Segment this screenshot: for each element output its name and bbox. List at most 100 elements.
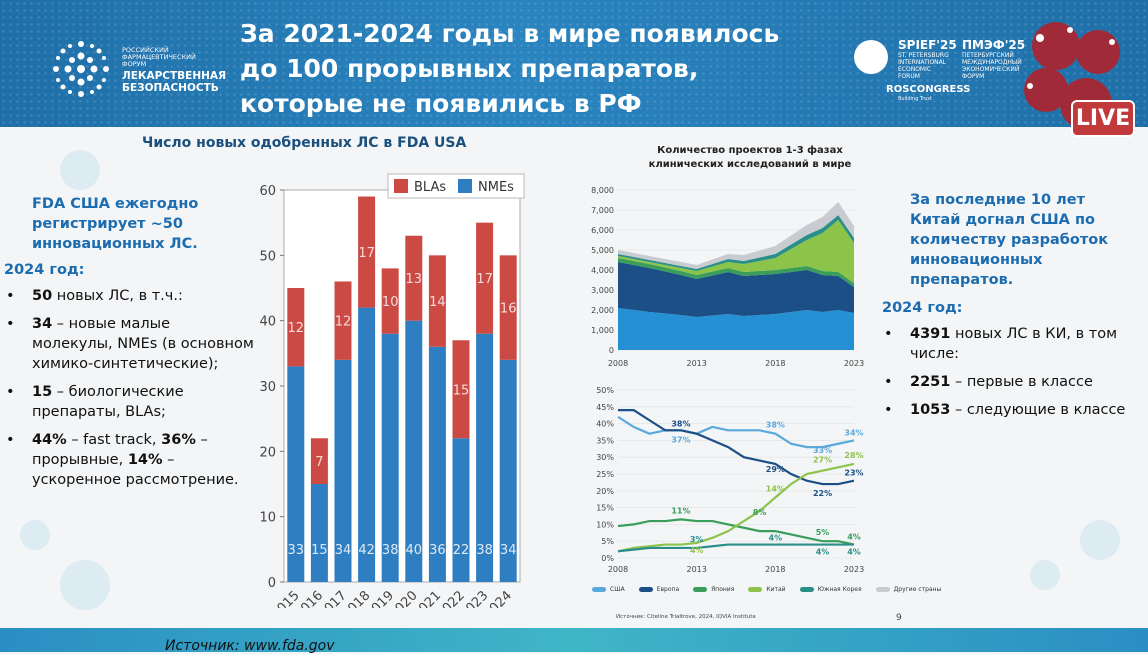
spief-en-label: SPIEF'25: [898, 38, 957, 52]
decor-circle: [1080, 520, 1120, 560]
bar-bla-label: 12: [288, 321, 305, 336]
line-annotation: 4%: [847, 533, 861, 542]
y-tick-label: 15%: [596, 504, 614, 513]
area-series: [618, 258, 854, 287]
legend-label: США: [610, 586, 625, 593]
area-chart: 0 1,000 2,000 3,000 4,000 5,000 6,000 7,000 8,00…: [591, 186, 864, 368]
decor-circle: [60, 560, 110, 610]
bar-bla-label: 14: [429, 295, 446, 310]
decor-circle: [1030, 560, 1060, 590]
legend-swatch-bla: [394, 179, 408, 193]
legend-swatch-nme: [458, 179, 472, 193]
line-series: [618, 409, 855, 486]
legend-label: Другие страны: [893, 586, 942, 593]
y-tick-label: 3,000: [591, 286, 614, 295]
right-heading: За последние 10 лет Китай догнал США по ко…: [910, 192, 1109, 288]
bar-nme-label: 36: [429, 543, 446, 558]
bar-nme: [452, 438, 470, 582]
spief-ru-label: ПМЭФ'25: [962, 38, 1026, 52]
legend-label: Европа: [656, 586, 680, 593]
bar-bla-label: 10: [382, 295, 399, 310]
area-series: [618, 308, 854, 350]
x-tick-label: 2008: [608, 359, 628, 368]
y-tick-label: 10: [259, 511, 276, 526]
line-annotation: 23%: [844, 469, 863, 478]
left-text-block: FDA США ежегодно регистрирует ~50 инноваци…: [4, 194, 254, 498]
slide-header: [0, 0, 1148, 127]
line-series: [617, 415, 855, 449]
spief-en-small: ST. PETERSBURG INTERNATIONAL ECONOMIC FORUM: [898, 52, 949, 80]
legend-item: Китай: [748, 586, 786, 593]
y-tick-label: 60: [259, 184, 276, 199]
slide-title: За 2021-2024 годы в мире появилось до 10…: [240, 19, 780, 118]
line-annotation: 22%: [813, 489, 832, 498]
legend-label: Китай: [766, 586, 786, 593]
roscongress-sub: Building Trust: [898, 96, 932, 102]
legend-item: Европа: [638, 586, 680, 593]
left-bullets: 50 новых ЛС, в т.ч.: 34 – новые малые мо…: [4, 286, 254, 490]
slide-footer: [0, 628, 1148, 652]
y-tick-label: 50%: [596, 386, 614, 395]
y-tick-label: 35%: [596, 436, 614, 445]
y-tick-label: 20: [259, 445, 276, 460]
right-year-label: 2024 год:: [882, 300, 963, 316]
y-tick-label: 25%: [596, 470, 614, 479]
line-annotation: 5%: [816, 528, 830, 537]
line-annotation: 29%: [766, 465, 785, 474]
bar-nme-label: 22: [453, 543, 470, 558]
bar-nme-label: 34: [500, 543, 517, 558]
line-annotation: 4%: [847, 548, 861, 557]
legend-swatch: [592, 587, 606, 592]
line-annotation: 37%: [671, 435, 690, 444]
right-bullets: 4391 новых ЛС в КИ, в том числе: 2251 – …: [882, 324, 1142, 420]
right-bullet: 2251 – первые в классе: [882, 372, 1142, 392]
logo-big-text: ЛЕКАРСТВЕННАЯ БЕЗОПАСНОСТЬ: [122, 70, 227, 94]
logo-small-text: РОССИЙСКИЙ ФАРМАЦЕВТИЧЕСКИЙ ФОРУМ: [122, 46, 196, 68]
y-tick-label: 40%: [596, 420, 614, 429]
y-tick-label: 4,000: [591, 266, 614, 275]
bar-bla: [499, 255, 517, 360]
bar-nme: [358, 307, 376, 582]
legend-label: Япония: [711, 586, 735, 593]
spief-ru-small: ПЕТЕРБУРГСКИЙ МЕЖДУНАРОДНЫЙ ЭКОНОМИЧЕСКИЙ Ф…: [962, 52, 1022, 80]
area-series: [618, 202, 854, 269]
x-tick-label: 2023: [844, 565, 864, 574]
area-series: [618, 262, 854, 317]
line-annotation: 33%: [813, 446, 832, 455]
line-annotation: 3%: [690, 535, 704, 544]
x-tick-label: 2023: [844, 359, 864, 368]
y-tick-label: 0%: [601, 554, 614, 563]
bar-nme: [428, 346, 446, 582]
bar-bla: [381, 268, 399, 334]
bar-bla-label: 15: [453, 383, 470, 398]
bar-nme: [405, 320, 423, 582]
y-tick-label: 0: [609, 346, 614, 355]
y-tick-label: 10%: [596, 520, 614, 529]
area-series: [618, 220, 854, 283]
left-bullet: 44% – fast track, 36% – прорывные, 14% –…: [4, 430, 254, 490]
bar-bla-label: 17: [476, 272, 493, 287]
y-tick-label: 30: [259, 380, 276, 395]
legend-swatch: [875, 587, 890, 592]
bar-bla: [452, 340, 470, 439]
line-annotation: 34%: [844, 428, 863, 437]
y-tick-label: 40: [259, 315, 276, 330]
right-bullet: 1053 – следующие в классе: [882, 400, 1142, 420]
fda-bar-chart: 0102030405060331220151572016341220174217…: [259, 173, 525, 608]
x-tick-label: 2018: [765, 359, 785, 368]
bar-nme: [310, 484, 328, 582]
bar-nme: [476, 333, 494, 582]
line-annotation: 38%: [671, 419, 690, 428]
line-annotation: 11%: [671, 506, 690, 515]
legend-box: [387, 173, 525, 199]
bar-bla-label: 12: [335, 315, 352, 330]
bar-nme-label: 38: [382, 543, 399, 558]
mid-source: Источник: Citeline Trialtrove, 2024, IQV…: [616, 614, 756, 620]
y-tick-label: 2,000: [591, 306, 614, 315]
left-year-label: 2024 год:: [4, 262, 85, 278]
y-tick-label: 0: [268, 576, 276, 591]
legend-swatch: [638, 587, 653, 592]
bar-bla: [428, 255, 446, 347]
line-series: [617, 462, 855, 553]
area-chart-title: Количество проектов 1-3 фазах клинически…: [648, 145, 852, 170]
